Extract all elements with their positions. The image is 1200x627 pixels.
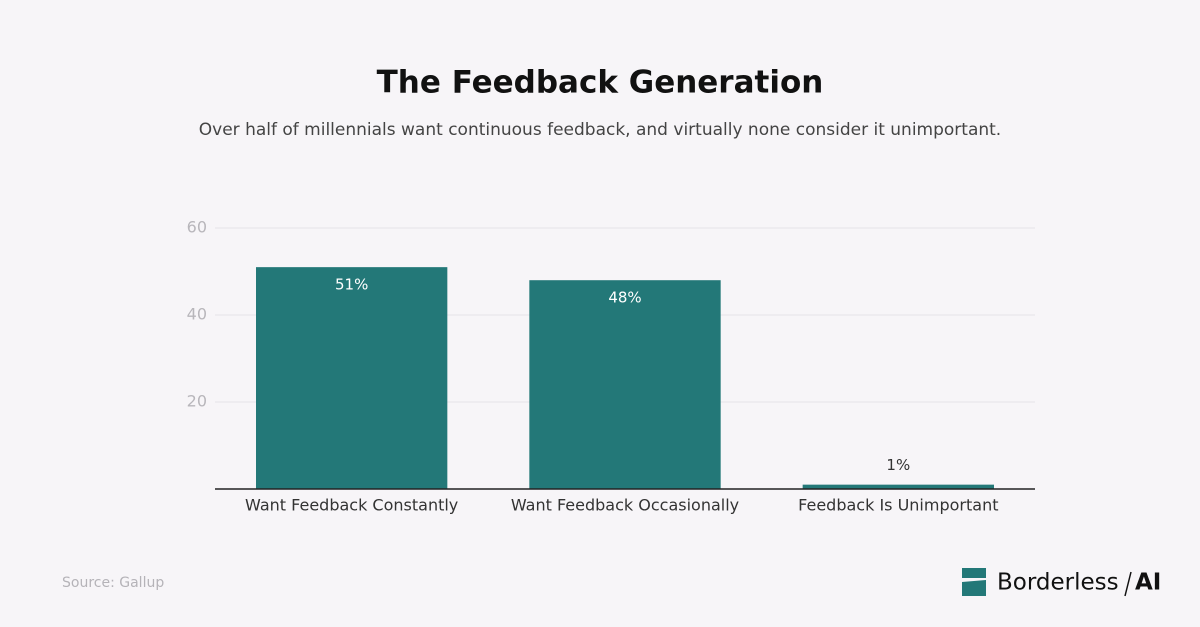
y-tick-label: 20 (187, 392, 207, 411)
bar (802, 484, 994, 489)
y-tick-label: 40 (187, 305, 207, 324)
source: Source: Gallup (62, 575, 164, 591)
x-tick-label: Feedback Is Unimportant (798, 496, 998, 515)
x-tick-label: Want Feedback Constantly (245, 496, 458, 515)
chart-title: The Feedback Generation (377, 65, 824, 101)
value-label: 48% (608, 289, 641, 307)
brand-suffix: AI (1135, 570, 1161, 596)
chart-subtitle: Over half of millennials want continuous… (199, 120, 1001, 140)
bar (529, 280, 721, 489)
brand-name: Borderless (997, 570, 1119, 596)
bar (256, 267, 448, 489)
brand-divider (1124, 571, 1132, 597)
value-label: 1% (886, 456, 910, 474)
y-tick-label: 60 (187, 218, 207, 237)
x-tick-label: Want Feedback Occasionally (511, 496, 739, 515)
value-label: 51% (335, 276, 368, 294)
brand-logo (962, 568, 986, 596)
